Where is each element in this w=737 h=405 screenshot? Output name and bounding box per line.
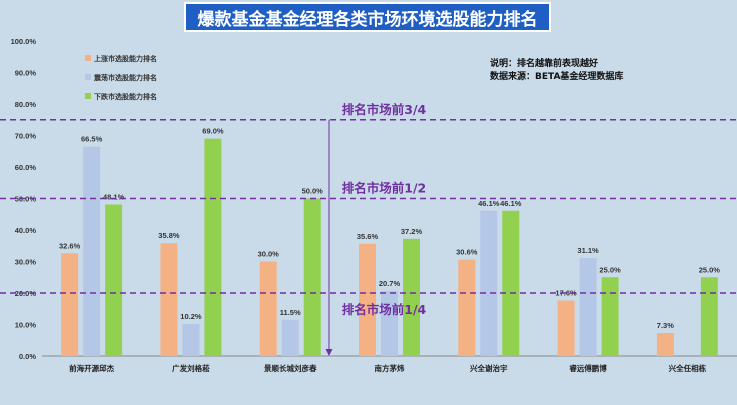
bar bbox=[259, 261, 277, 356]
y-tick-label: 10.0% bbox=[15, 321, 37, 330]
data-label: 30.6% bbox=[456, 248, 478, 257]
note-explanation: 说明：排名越靠前表现越好 bbox=[490, 59, 599, 69]
data-label: 48.1% bbox=[103, 192, 125, 201]
bar bbox=[303, 198, 321, 356]
x-tick-label: 南方茅炜 bbox=[375, 363, 405, 373]
data-label: 17.6% bbox=[555, 289, 577, 298]
legend-label: 下跌市选股能力排名 bbox=[94, 92, 157, 101]
data-label: 69.0% bbox=[202, 127, 224, 136]
bar bbox=[204, 138, 222, 356]
bar bbox=[458, 259, 476, 356]
arrow-head bbox=[325, 349, 333, 356]
bar bbox=[403, 238, 420, 356]
y-tick-label: 60.0% bbox=[15, 163, 37, 172]
bar bbox=[557, 300, 575, 356]
x-tick-label: 睿远傅鹏博 bbox=[569, 363, 607, 373]
x-tick-label: 兴全谢治宇 bbox=[470, 363, 508, 373]
data-label: 37.2% bbox=[401, 227, 423, 236]
data-label: 35.8% bbox=[158, 231, 180, 240]
bar bbox=[182, 323, 200, 356]
data-label: 31.1% bbox=[577, 246, 599, 255]
y-tick-label: 70.0% bbox=[15, 132, 37, 141]
y-tick-label: 0.0% bbox=[19, 352, 36, 361]
data-label: 30.0% bbox=[258, 250, 280, 259]
data-label: 20.7% bbox=[379, 279, 401, 288]
data-label: 11.5% bbox=[280, 308, 301, 317]
bar bbox=[381, 290, 398, 356]
data-label: 50.0% bbox=[302, 187, 324, 196]
x-tick-label: 前海开源邱杰 bbox=[69, 363, 114, 373]
y-tick-label: 40.0% bbox=[15, 226, 37, 235]
legend-swatch bbox=[85, 93, 91, 99]
reference-line-label: 排名市场前1/4 bbox=[342, 302, 427, 317]
data-label: 46.1% bbox=[478, 199, 500, 208]
data-label: 46.1% bbox=[500, 199, 522, 208]
legend-label: 震荡市选股能力排名 bbox=[93, 73, 157, 82]
bar bbox=[359, 243, 376, 356]
bar bbox=[83, 146, 101, 356]
bar bbox=[61, 253, 79, 356]
x-tick-label: 广发刘格菘 bbox=[172, 363, 210, 373]
data-label: 10.2% bbox=[180, 312, 202, 321]
x-tick-label: 景顺长城刘彦春 bbox=[264, 363, 317, 373]
bar bbox=[502, 210, 520, 356]
data-label: 25.0% bbox=[599, 265, 621, 274]
x-tick-label: 兴全任相栋 bbox=[669, 363, 707, 373]
chart-title: 爆款基金基金经理各类市场环境选股能力排名 bbox=[184, 2, 551, 32]
bar bbox=[480, 210, 498, 356]
legend-label: 上涨市选股能力排名 bbox=[94, 54, 157, 63]
data-label: 32.6% bbox=[59, 241, 81, 250]
y-tick-label: 100.0% bbox=[11, 37, 37, 46]
bar bbox=[105, 204, 123, 356]
note-source: 数据来源：BETA基金经理数据库 bbox=[490, 72, 624, 82]
bar bbox=[601, 277, 619, 356]
data-label: 25.0% bbox=[699, 265, 721, 274]
y-tick-label: 90.0% bbox=[15, 69, 37, 78]
reference-line-label: 排名市场前3/4 bbox=[342, 102, 427, 117]
data-label: 35.6% bbox=[357, 232, 379, 241]
data-label: 7.3% bbox=[657, 321, 674, 330]
bar bbox=[656, 333, 674, 356]
bar bbox=[160, 243, 178, 356]
bar bbox=[281, 319, 299, 356]
data-label: 66.5% bbox=[81, 135, 103, 144]
bar bbox=[700, 277, 718, 356]
y-tick-label: 30.0% bbox=[15, 258, 37, 267]
legend-swatch bbox=[85, 55, 91, 61]
legend-swatch bbox=[85, 74, 91, 80]
reference-line-label: 排名市场前1/2 bbox=[342, 181, 426, 196]
bar bbox=[579, 258, 597, 356]
y-tick-label: 80.0% bbox=[15, 100, 37, 109]
